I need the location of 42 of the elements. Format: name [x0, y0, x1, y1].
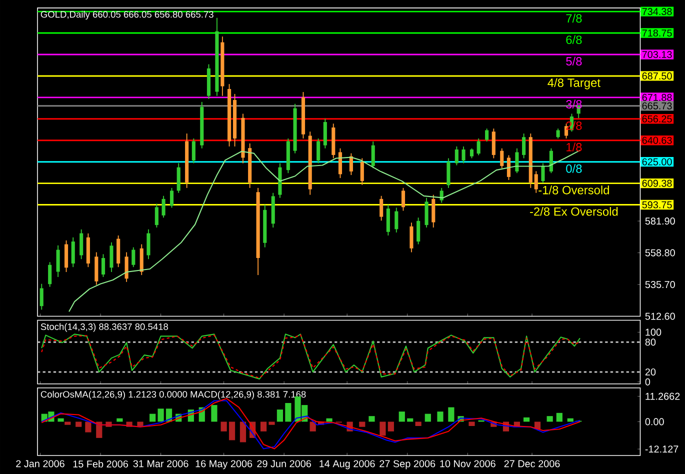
y-tick-label: 0.00	[645, 418, 664, 426]
y-tick-label: 581.90	[645, 217, 675, 224]
ref-line-label: 703.13	[642, 50, 672, 58]
annotation: 5/8	[566, 56, 582, 66]
y-tick-label: 0	[645, 378, 650, 386]
annotation: 4/8 Target	[548, 78, 600, 90]
ref-line-label: 609.38	[642, 180, 672, 187]
ref-line-label: 687.50	[642, 72, 672, 80]
x-tick-label: 14 Aug 2006	[320, 460, 375, 470]
ref-line-label: 671.88	[642, 94, 672, 101]
y-tick-label: 535.70	[645, 280, 675, 288]
ref-line-label: 640.63	[642, 136, 672, 144]
ref-line-label: 656.25	[642, 115, 672, 122]
x-tick-label: 29 Jun 2006	[257, 460, 311, 468]
ref-line-label: 625.00	[642, 158, 672, 166]
y-tick-label: 512.60	[645, 312, 675, 320]
annotation: 1/8	[566, 142, 582, 152]
y-tick-label: 100	[646, 328, 662, 336]
annotation: 7/8	[566, 14, 582, 22]
y-tick-label: -12.127	[645, 445, 678, 452]
ref-line-label: 734.38	[642, 8, 672, 15]
x-tick-label: 15 Feb 2006	[73, 460, 128, 468]
annotation: 0/8	[566, 164, 582, 173]
x-tick-label: 31 Mar 2006	[133, 460, 188, 468]
chart-title: Stoch(14,3,3) 88.3637 80.5418	[40, 322, 168, 332]
y-tick-label: 11.2662	[646, 392, 680, 400]
ref-line-label: 718.75	[642, 29, 672, 36]
ref-line-label: 665.73	[642, 102, 672, 110]
ref-line-label: 593.75	[642, 201, 672, 208]
y-tick-label: 80	[645, 338, 656, 346]
annotation: 3/8	[566, 99, 582, 108]
x-tick-label: 16 May 2006	[196, 460, 252, 470]
x-tick-label: 27 Dec 2006	[504, 460, 560, 468]
x-tick-label: 10 Nov 2006	[440, 460, 496, 468]
annotation: -1/8 Oversold	[538, 185, 609, 194]
annotation: 6/8	[566, 35, 582, 44]
x-tick-label: 2 Jan 2006	[16, 460, 64, 468]
annotation: -2/8 Ex Oversold	[530, 206, 618, 216]
x-tick-label: 27 Sep 2006	[380, 460, 436, 470]
y-tick-label: 20	[645, 368, 656, 376]
y-tick-label: 558.80	[645, 249, 675, 256]
chart-title: GOLD,Daily 660.05 666.05 656.80 665.73	[40, 10, 214, 20]
